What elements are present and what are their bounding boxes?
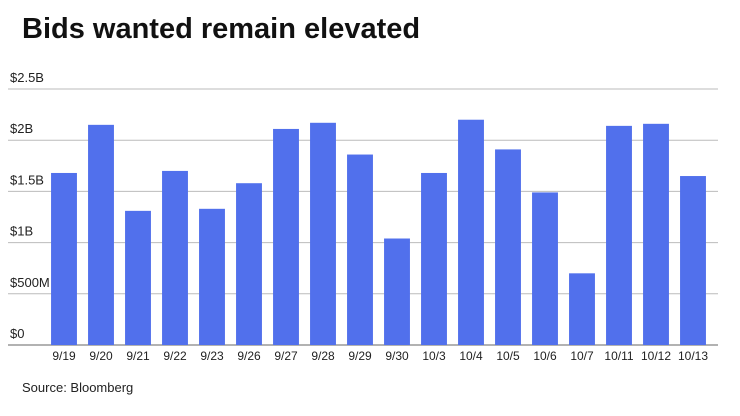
- y-tick-label: $2.5B: [10, 70, 44, 85]
- y-tick-label: $500M: [10, 275, 50, 290]
- x-tick-label: 9/26: [237, 349, 261, 363]
- bar: [421, 172, 447, 345]
- x-tick-label: 10/4: [459, 349, 483, 363]
- y-tick-label: $1.5B: [10, 172, 44, 187]
- source-note: Source: Bloomberg: [22, 380, 133, 395]
- bar: [273, 128, 299, 345]
- x-tick-label: 9/19: [52, 349, 76, 363]
- bar: [643, 123, 669, 345]
- x-tick-label: 9/28: [311, 349, 335, 363]
- bar: [199, 208, 225, 345]
- y-tick-label: $0: [10, 326, 24, 341]
- x-tick-label: 10/7: [570, 349, 594, 363]
- bar: [347, 154, 373, 345]
- chart-title: Bids wanted remain elevated: [22, 13, 420, 45]
- bar: [680, 176, 706, 345]
- x-tick-label: 10/6: [533, 349, 557, 363]
- x-tick-label: 9/27: [274, 349, 298, 363]
- x-tick-label: 9/30: [385, 349, 409, 363]
- x-tick-label: 9/22: [163, 349, 187, 363]
- bar: [162, 170, 188, 345]
- x-tick-label: 10/5: [496, 349, 520, 363]
- x-tick-label: 10/3: [422, 349, 446, 363]
- bar: [606, 125, 632, 345]
- bar: [384, 238, 410, 345]
- y-tick-label: $1B: [10, 224, 33, 239]
- x-tick-label: 10/12: [641, 349, 671, 363]
- bar: [532, 192, 558, 345]
- bar: [125, 210, 151, 345]
- x-tick-label: 9/20: [89, 349, 113, 363]
- x-tick-label: 10/11: [604, 349, 633, 363]
- bar: [495, 149, 521, 345]
- bar: [569, 273, 595, 345]
- bar: [236, 183, 262, 345]
- bar: [310, 122, 336, 346]
- x-tick-label: 10/13: [678, 349, 708, 363]
- bar: [88, 124, 114, 345]
- bar: [458, 119, 484, 345]
- x-tick-label: 9/29: [348, 349, 372, 363]
- bar: [51, 172, 77, 345]
- x-tick-label: 9/21: [126, 349, 150, 363]
- x-tick-label: 9/23: [200, 349, 224, 363]
- y-tick-label: $2B: [10, 121, 33, 136]
